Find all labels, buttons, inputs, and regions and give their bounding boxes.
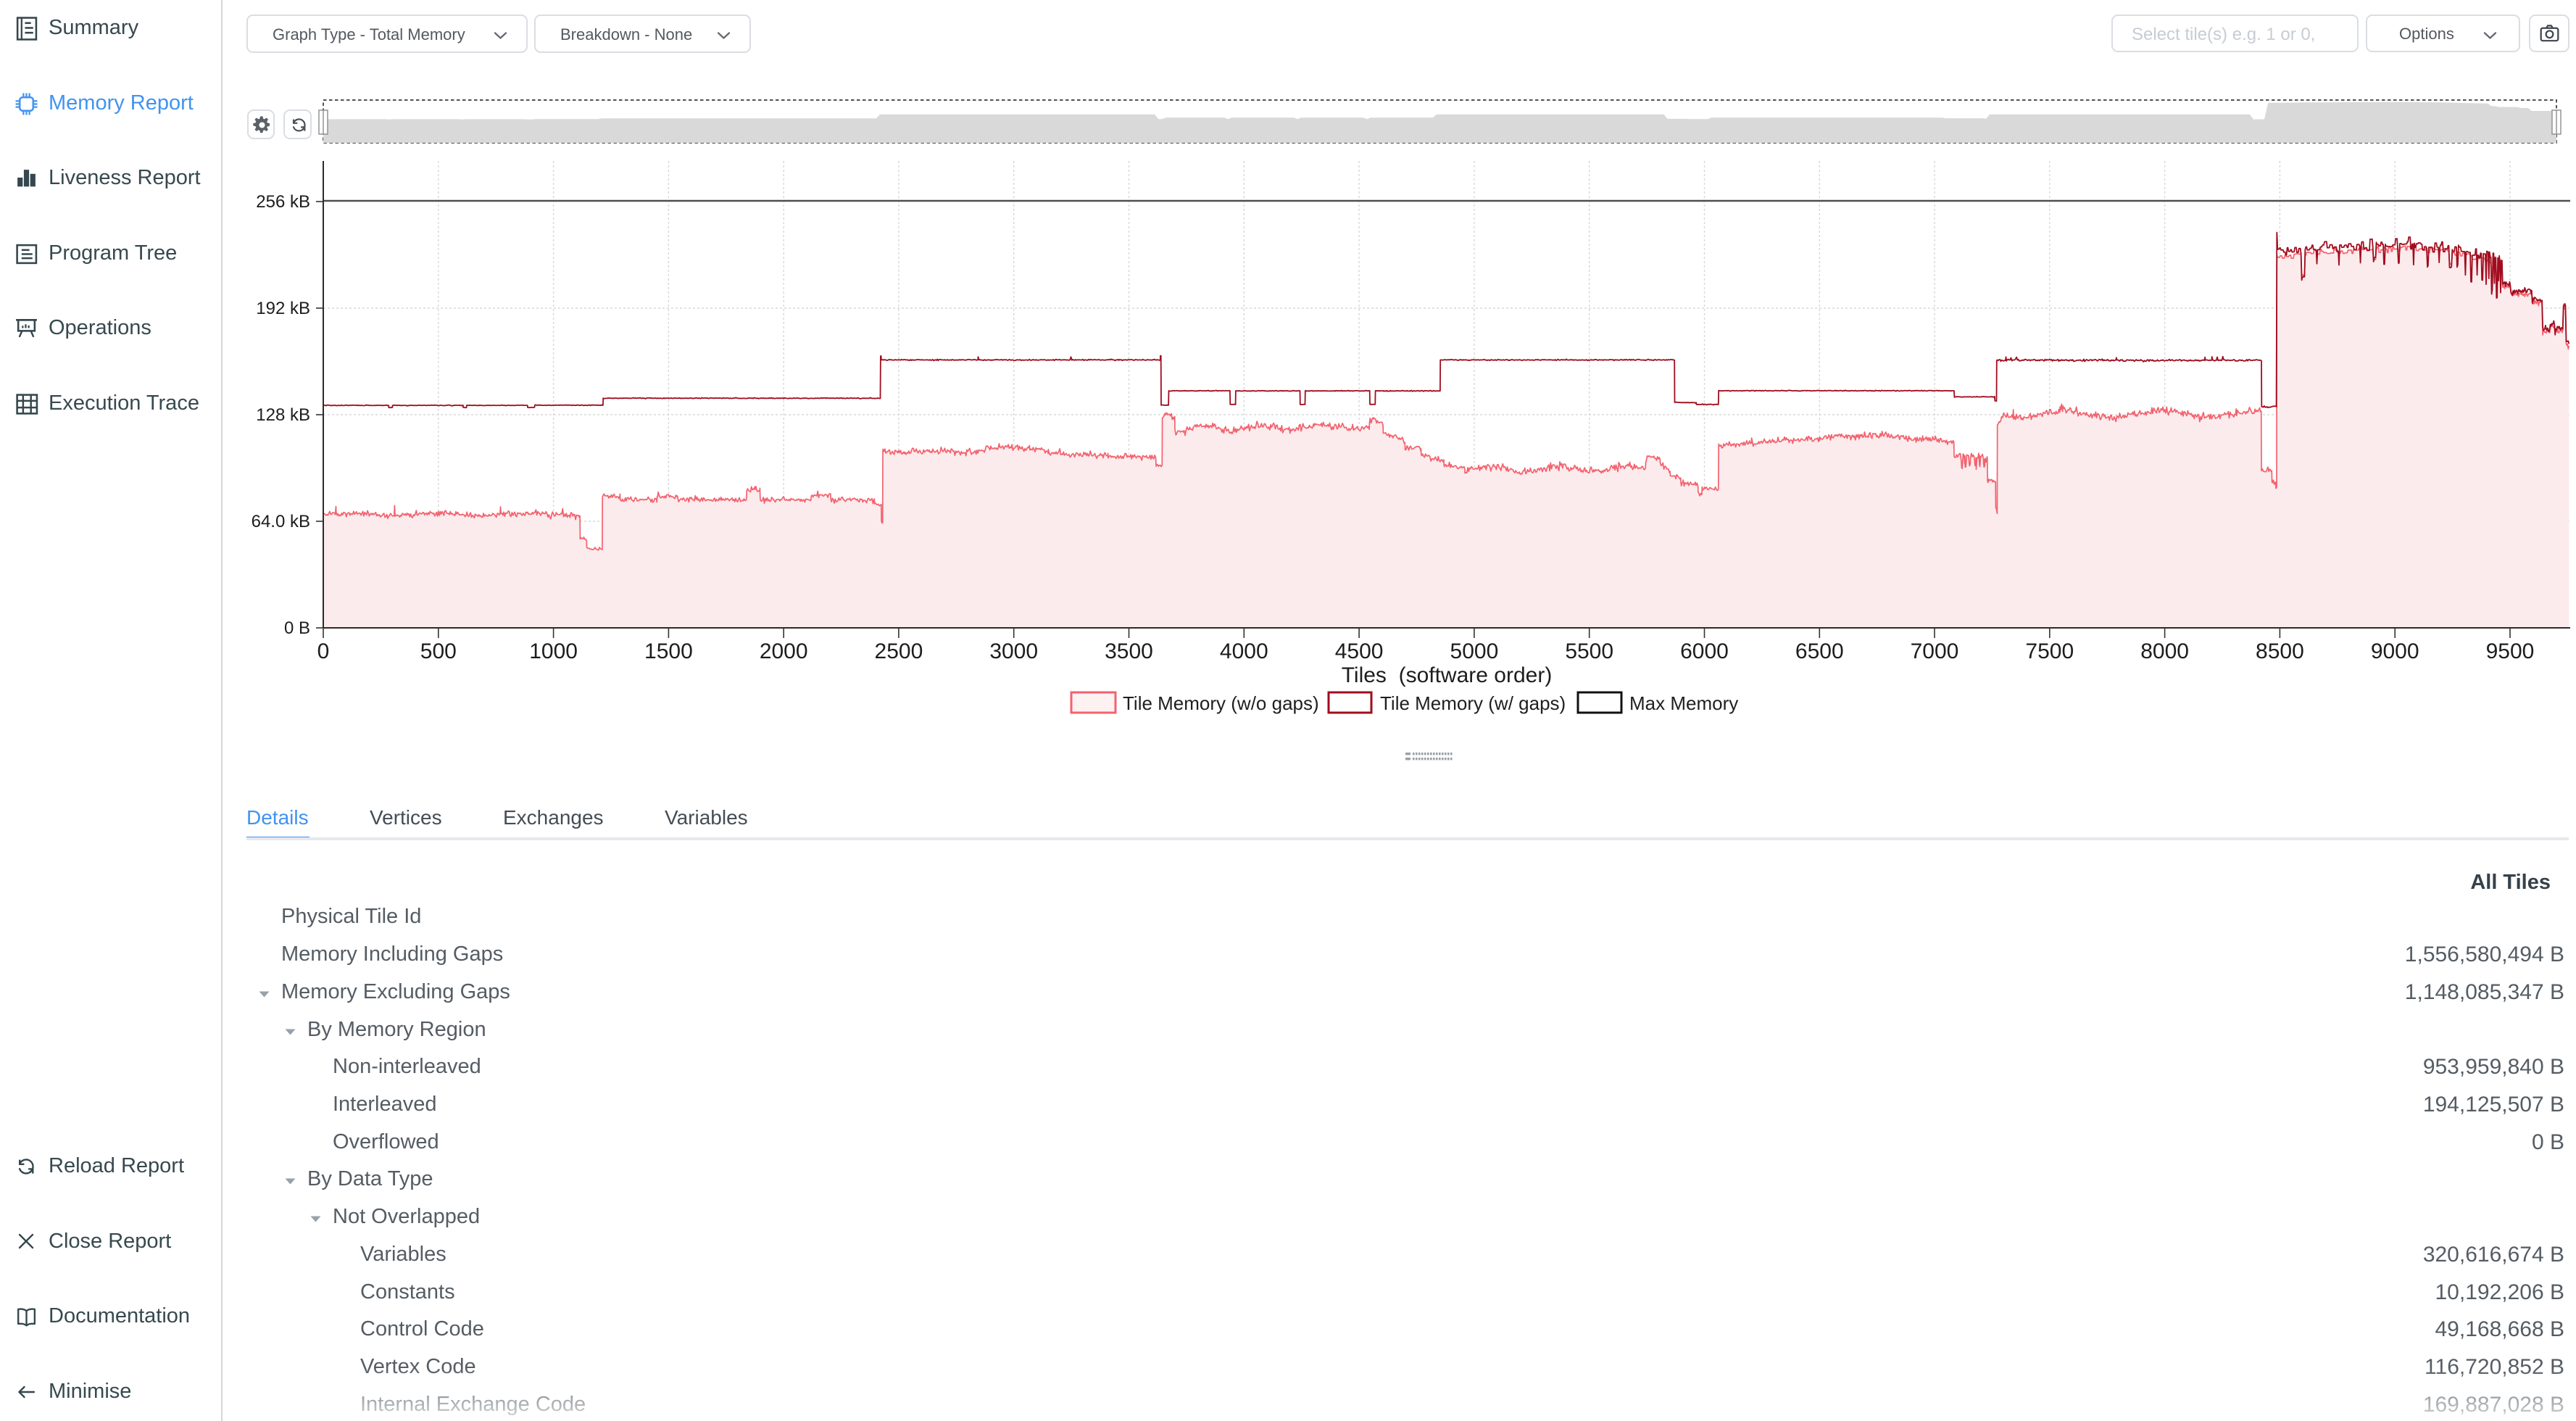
svg-text:Max Memory: Max Memory [1629,692,1738,714]
svg-text:64.0 kB: 64.0 kB [252,512,310,531]
svg-text:4500: 4500 [1335,639,1384,663]
svg-text:8500: 8500 [2256,639,2304,663]
svg-text:2000: 2000 [760,639,808,663]
svg-text:6500: 6500 [1795,639,1844,663]
svg-text:7500: 7500 [2025,639,2074,663]
svg-text:4000: 4000 [1220,639,1268,663]
svg-text:2500: 2500 [875,639,923,663]
svg-text:5000: 5000 [1450,639,1499,663]
svg-text:5500: 5500 [1565,639,1613,663]
svg-text:9500: 9500 [2486,639,2535,663]
svg-text:8000: 8000 [2140,639,2189,663]
svg-text:7000: 7000 [1911,639,1959,663]
svg-text:Tile Memory (w/o gaps): Tile Memory (w/o gaps) [1123,692,1319,714]
svg-text:1500: 1500 [644,639,693,663]
svg-text:500: 500 [420,639,457,663]
svg-text:Tile Memory (w/ gaps): Tile Memory (w/ gaps) [1380,692,1566,714]
svg-text:9000: 9000 [2371,639,2419,663]
svg-text:3000: 3000 [989,639,1038,663]
svg-text:1000: 1000 [529,639,578,663]
svg-text:192 kB: 192 kB [256,299,310,318]
svg-text:256 kB: 256 kB [256,192,310,212]
svg-text:0: 0 [317,639,330,663]
svg-text:128 kB: 128 kB [256,405,310,425]
svg-text:0 B: 0 B [284,618,310,638]
svg-text:3500: 3500 [1105,639,1153,663]
svg-text:6000: 6000 [1680,639,1729,663]
svg-text:Tiles (software order): Tiles (software order) [1342,663,1553,687]
